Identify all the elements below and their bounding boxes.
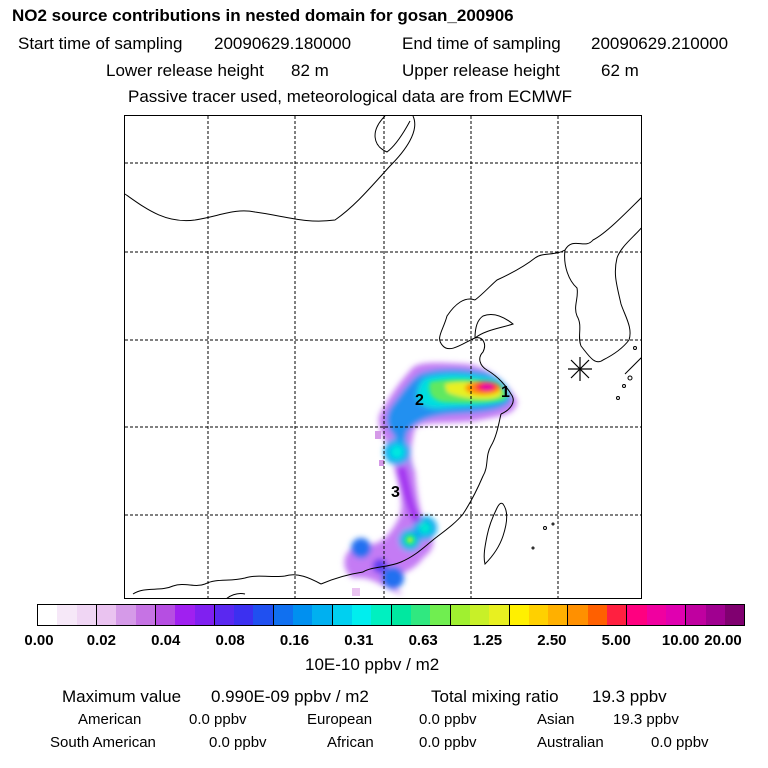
upper-release-value: 62 m [601, 61, 639, 80]
colorbar-segment [293, 605, 313, 625]
site-label-2: 2 [415, 392, 424, 409]
region-value: 0.0 ppbv [189, 711, 247, 728]
colorbar-segment [568, 605, 588, 625]
colorbar-segment [430, 605, 451, 625]
colorbar-tick-label: 1.25 [472, 632, 503, 649]
colorbar-segment [646, 605, 666, 625]
site-label-1: 1 [501, 384, 510, 401]
colorbar-tick-label: 0.63 [408, 632, 438, 649]
region-value: 0.0 ppbv [419, 734, 477, 751]
colorbar-segment [194, 605, 215, 625]
map-title: NO2 source contributions in nested domai… [12, 6, 514, 25]
region-value: 0.0 ppbv [419, 711, 477, 728]
colorbar-segment [666, 605, 687, 625]
map-canvas: 1 2 3 [125, 116, 641, 598]
lower-release-label: Lower release height [106, 61, 264, 80]
lat-lon-grid [125, 116, 641, 598]
region-value: 0.0 ppbv [651, 734, 709, 751]
lower-release-value: 82 m [291, 61, 329, 80]
colorbar-units: 10E-10 ppbv / m2 [305, 655, 440, 674]
start-time-value: 20090629.180000 [214, 34, 352, 53]
colorbar-segment [371, 605, 392, 625]
colorbar-segment [528, 605, 549, 625]
colorbar-tick-label: 20.00 [704, 632, 742, 649]
colorbar-segment [312, 605, 333, 625]
end-time-value: 20090629.210000 [591, 34, 729, 53]
colorbar-segment [587, 605, 608, 625]
colorbar-segment [489, 605, 510, 625]
region-name: South American [50, 734, 156, 751]
colorbar-segment [76, 605, 97, 625]
colorbar-segment [57, 605, 77, 625]
colorbar-segment [450, 605, 470, 625]
colorbar-segment [686, 605, 706, 625]
region-value: 0.0 ppbv [209, 734, 267, 751]
end-time-label: End time of sampling [402, 34, 561, 53]
region-value: 19.3 ppbv [613, 711, 679, 728]
colorbar-segment [410, 605, 431, 625]
region-name: African [327, 734, 374, 751]
colorbar-segment [724, 605, 745, 625]
upper-release-label: Upper release height [402, 61, 560, 80]
colorbar-segment [214, 605, 235, 625]
colorbar-segment [234, 605, 254, 625]
colorbar-tick-label: 0.31 [344, 632, 374, 649]
tracer-note: Passive tracer used, meteorological data… [128, 87, 573, 106]
colorbar-tick-label: 10.00 [661, 632, 700, 649]
colorbar-segment [116, 605, 136, 625]
coastlines [125, 116, 641, 598]
colorbar-segment [607, 605, 628, 625]
colorbar-segment [352, 605, 372, 625]
colorbar-segment [627, 605, 647, 625]
colorbar-segment [273, 605, 294, 625]
colorbar-segment [548, 605, 569, 625]
concentration-plume [344, 362, 517, 596]
region-name: European [307, 711, 373, 728]
total-mixing-value: 19.3 ppbv [592, 687, 667, 706]
colorbar-segment [253, 605, 274, 625]
colorbar-tick-label: 0.02 [86, 632, 116, 649]
colorbar-segment [135, 605, 156, 625]
colorbar-segment [175, 605, 195, 625]
colorbar-tick-label: 0.16 [279, 632, 310, 649]
colorbar-segment [155, 605, 176, 625]
total-mixing-label: Total mixing ratio [431, 687, 559, 706]
colorbar-segment [96, 605, 117, 625]
map-panel: 1 2 3 [124, 115, 642, 599]
colorbar-segment [38, 605, 58, 625]
colorbar-tick-label: 0.08 [215, 632, 245, 649]
region-name: Australian [537, 734, 604, 751]
colorbar-segment [509, 605, 529, 625]
region-name: Asian [537, 711, 575, 728]
colorbar-segment [391, 605, 411, 625]
colorbar-tick-label: 2.50 [537, 632, 567, 649]
region-name: American [78, 711, 142, 728]
colorbar-tick-label: 0.04 [151, 632, 181, 649]
colorbar [37, 604, 745, 626]
colorbar-tick-label: 0.00 [24, 632, 54, 649]
colorbar-segment [469, 605, 490, 625]
asterisk-icon [568, 357, 592, 381]
colorbar-segment [705, 605, 725, 625]
start-time-label: Start time of sampling [18, 34, 183, 53]
colorbar-tick-label: 5.00 [601, 632, 631, 649]
max-value: 0.990E-09 ppbv / m2 [211, 687, 369, 706]
colorbar-segment [332, 605, 352, 625]
max-value-label: Maximum value [62, 687, 182, 706]
site-label-3: 3 [391, 484, 400, 501]
